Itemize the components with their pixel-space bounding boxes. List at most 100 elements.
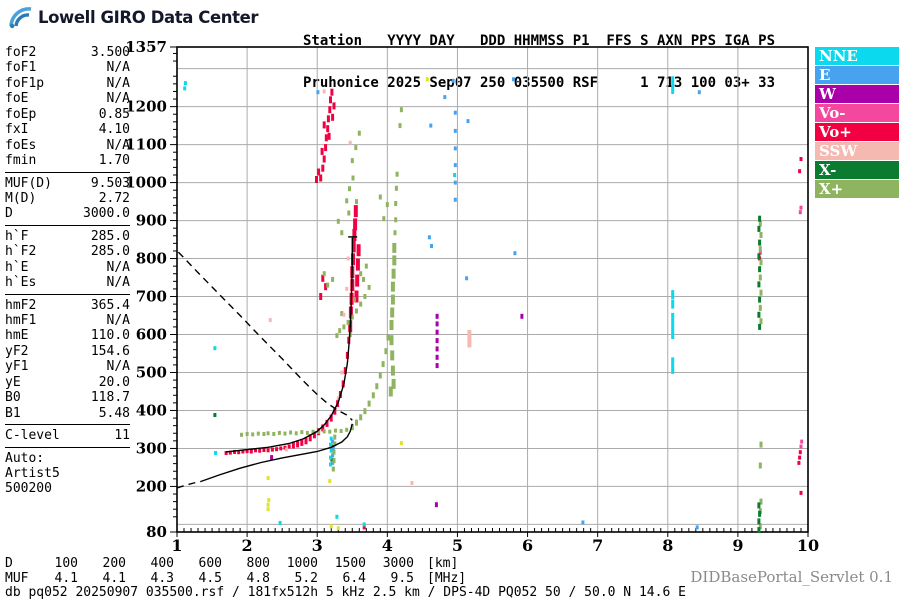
row-value: 4.5 — [198, 571, 222, 586]
param-separator — [5, 171, 130, 173]
y-axis-label: 1200 — [125, 98, 167, 116]
echo-group-x-minus-dots — [213, 413, 334, 462]
param-label: foF1p — [5, 75, 45, 91]
y-axis-label: 800 — [136, 250, 167, 268]
row-value: 400 — [150, 556, 174, 571]
param-value: 11 — [114, 428, 130, 444]
param-value: N/A — [106, 60, 130, 76]
param-row: B1 5.48 — [5, 406, 130, 421]
param-value: N/A — [106, 75, 130, 91]
echo-group-x-trace-cusp — [388, 242, 397, 397]
param-separator — [5, 446, 130, 448]
param-separator — [5, 293, 130, 295]
x-axis-label: 3 — [312, 536, 323, 555]
param-label: hmE — [5, 328, 29, 344]
param-label: yE — [5, 374, 21, 390]
param-row: yE 20.0 — [5, 375, 130, 390]
d-row: D 100 200 400 600 800 1000 1500 3000 [km] — [5, 556, 466, 571]
y-axis-label: 1000 — [125, 174, 167, 192]
param-label: MUF(D) — [5, 175, 52, 191]
row-value: 9.5 — [390, 571, 414, 586]
param-value: N/A — [106, 91, 130, 107]
legend-item-E: E — [815, 66, 899, 84]
y-axis-label: 1100 — [125, 136, 167, 154]
param-label: M(D) — [5, 190, 37, 206]
echo-group-ssw-bar — [467, 330, 472, 348]
row-value: 1000 — [286, 556, 318, 571]
param-label: foF2 — [5, 45, 37, 60]
param-separator — [5, 424, 130, 426]
echo-group-spread-f-high — [315, 88, 336, 300]
param-value: 1.70 — [98, 153, 130, 169]
param-row: yF1 N/A — [5, 359, 130, 374]
echo-group-x-trace-flat — [240, 427, 349, 437]
echo-group-o-trace-cusp — [348, 205, 361, 333]
param-value: 285.0 — [90, 244, 130, 260]
row-value: 200 — [102, 556, 126, 571]
param-value: 118.7 — [90, 390, 130, 406]
x-axis-label: 9 — [732, 536, 743, 555]
echo-group-x-high-sparse — [336, 107, 403, 282]
param-value: N/A — [106, 137, 130, 153]
param-label: D — [5, 206, 13, 222]
param-row: foF2 3.500 — [5, 45, 130, 60]
echo-group-interference-col-light — [758, 220, 763, 530]
param-value: N/A — [106, 359, 130, 375]
echo-group-e-dots — [316, 77, 701, 530]
param-row: 500200 — [5, 481, 130, 496]
echo-group-yellow-dots — [266, 77, 429, 531]
row-unit: [MHz] — [427, 571, 467, 586]
param-value: 3000.0 — [83, 206, 130, 222]
x-axis-label: 5 — [452, 536, 463, 555]
param-label: 500200 — [5, 481, 52, 497]
param-row: hmF1 N/A — [5, 313, 130, 328]
axis-ticks — [170, 46, 809, 537]
param-value: N/A — [106, 259, 130, 275]
curve-topside-profile — [177, 251, 353, 421]
row-value: 600 — [198, 556, 222, 571]
legend-item-Vo-: Vo- — [815, 104, 899, 122]
param-label: Artist5 — [5, 465, 60, 481]
echo-group-o-trace-rise — [291, 336, 351, 449]
param-row: foF1p N/A — [5, 76, 130, 91]
echo-group-o-trace-flat — [224, 444, 291, 455]
param-value: 365.4 — [90, 297, 130, 313]
param-label: foEs — [5, 137, 37, 153]
station-header: Station YYYY DAY DDD HHMMSS P1 FFS S AXN… — [303, 6, 775, 104]
y-axis-label: 400 — [136, 401, 167, 419]
echo-group-interference-col-dark — [757, 215, 762, 534]
y-axis-label: 600 — [136, 326, 167, 344]
muf-row: MUF 4.1 4.1 4.3 4.5 4.8 5.2 6.4 9.5 [MHz] — [5, 571, 466, 586]
param-label: hmF2 — [5, 297, 37, 313]
param-label: h`E — [5, 259, 29, 275]
param-row: foE N/A — [5, 91, 130, 106]
y-axis-label: 200 — [136, 477, 167, 495]
echo-group-w-dots — [270, 313, 524, 508]
muf-table: D 100 200 400 600 800 1000 1500 3000 [km] MUF 4.1 4.… — [5, 556, 466, 586]
echo-group-o-isolated — [362, 157, 803, 530]
param-label: fmin — [5, 153, 37, 169]
row-unit: [km] — [427, 556, 459, 571]
param-value: 285.0 — [90, 228, 130, 244]
param-row: B0 118.7 — [5, 390, 130, 405]
param-value: 0.85 — [98, 106, 130, 122]
y-axis-label: 300 — [136, 439, 167, 457]
gridlines — [177, 47, 808, 532]
param-row: hmE 110.0 — [5, 328, 130, 343]
param-label: B0 — [5, 390, 21, 406]
param-row: M(D) 2.72 — [5, 191, 130, 206]
row-value: 1500 — [334, 556, 366, 571]
param-label: yF2 — [5, 343, 29, 359]
param-label: fxI — [5, 122, 29, 138]
echo-group-nne-dots — [183, 81, 457, 527]
param-row: fxI 4.10 — [5, 122, 130, 137]
param-value: N/A — [106, 275, 130, 291]
param-row: h`E N/A — [5, 260, 130, 275]
legend-item-X+: X+ — [815, 180, 899, 198]
row-label: MUF — [5, 571, 29, 586]
param-separator — [5, 224, 130, 226]
param-value: 154.6 — [90, 343, 130, 359]
param-label: h`F2 — [5, 244, 37, 260]
param-row: h`F2 285.0 — [5, 244, 130, 259]
